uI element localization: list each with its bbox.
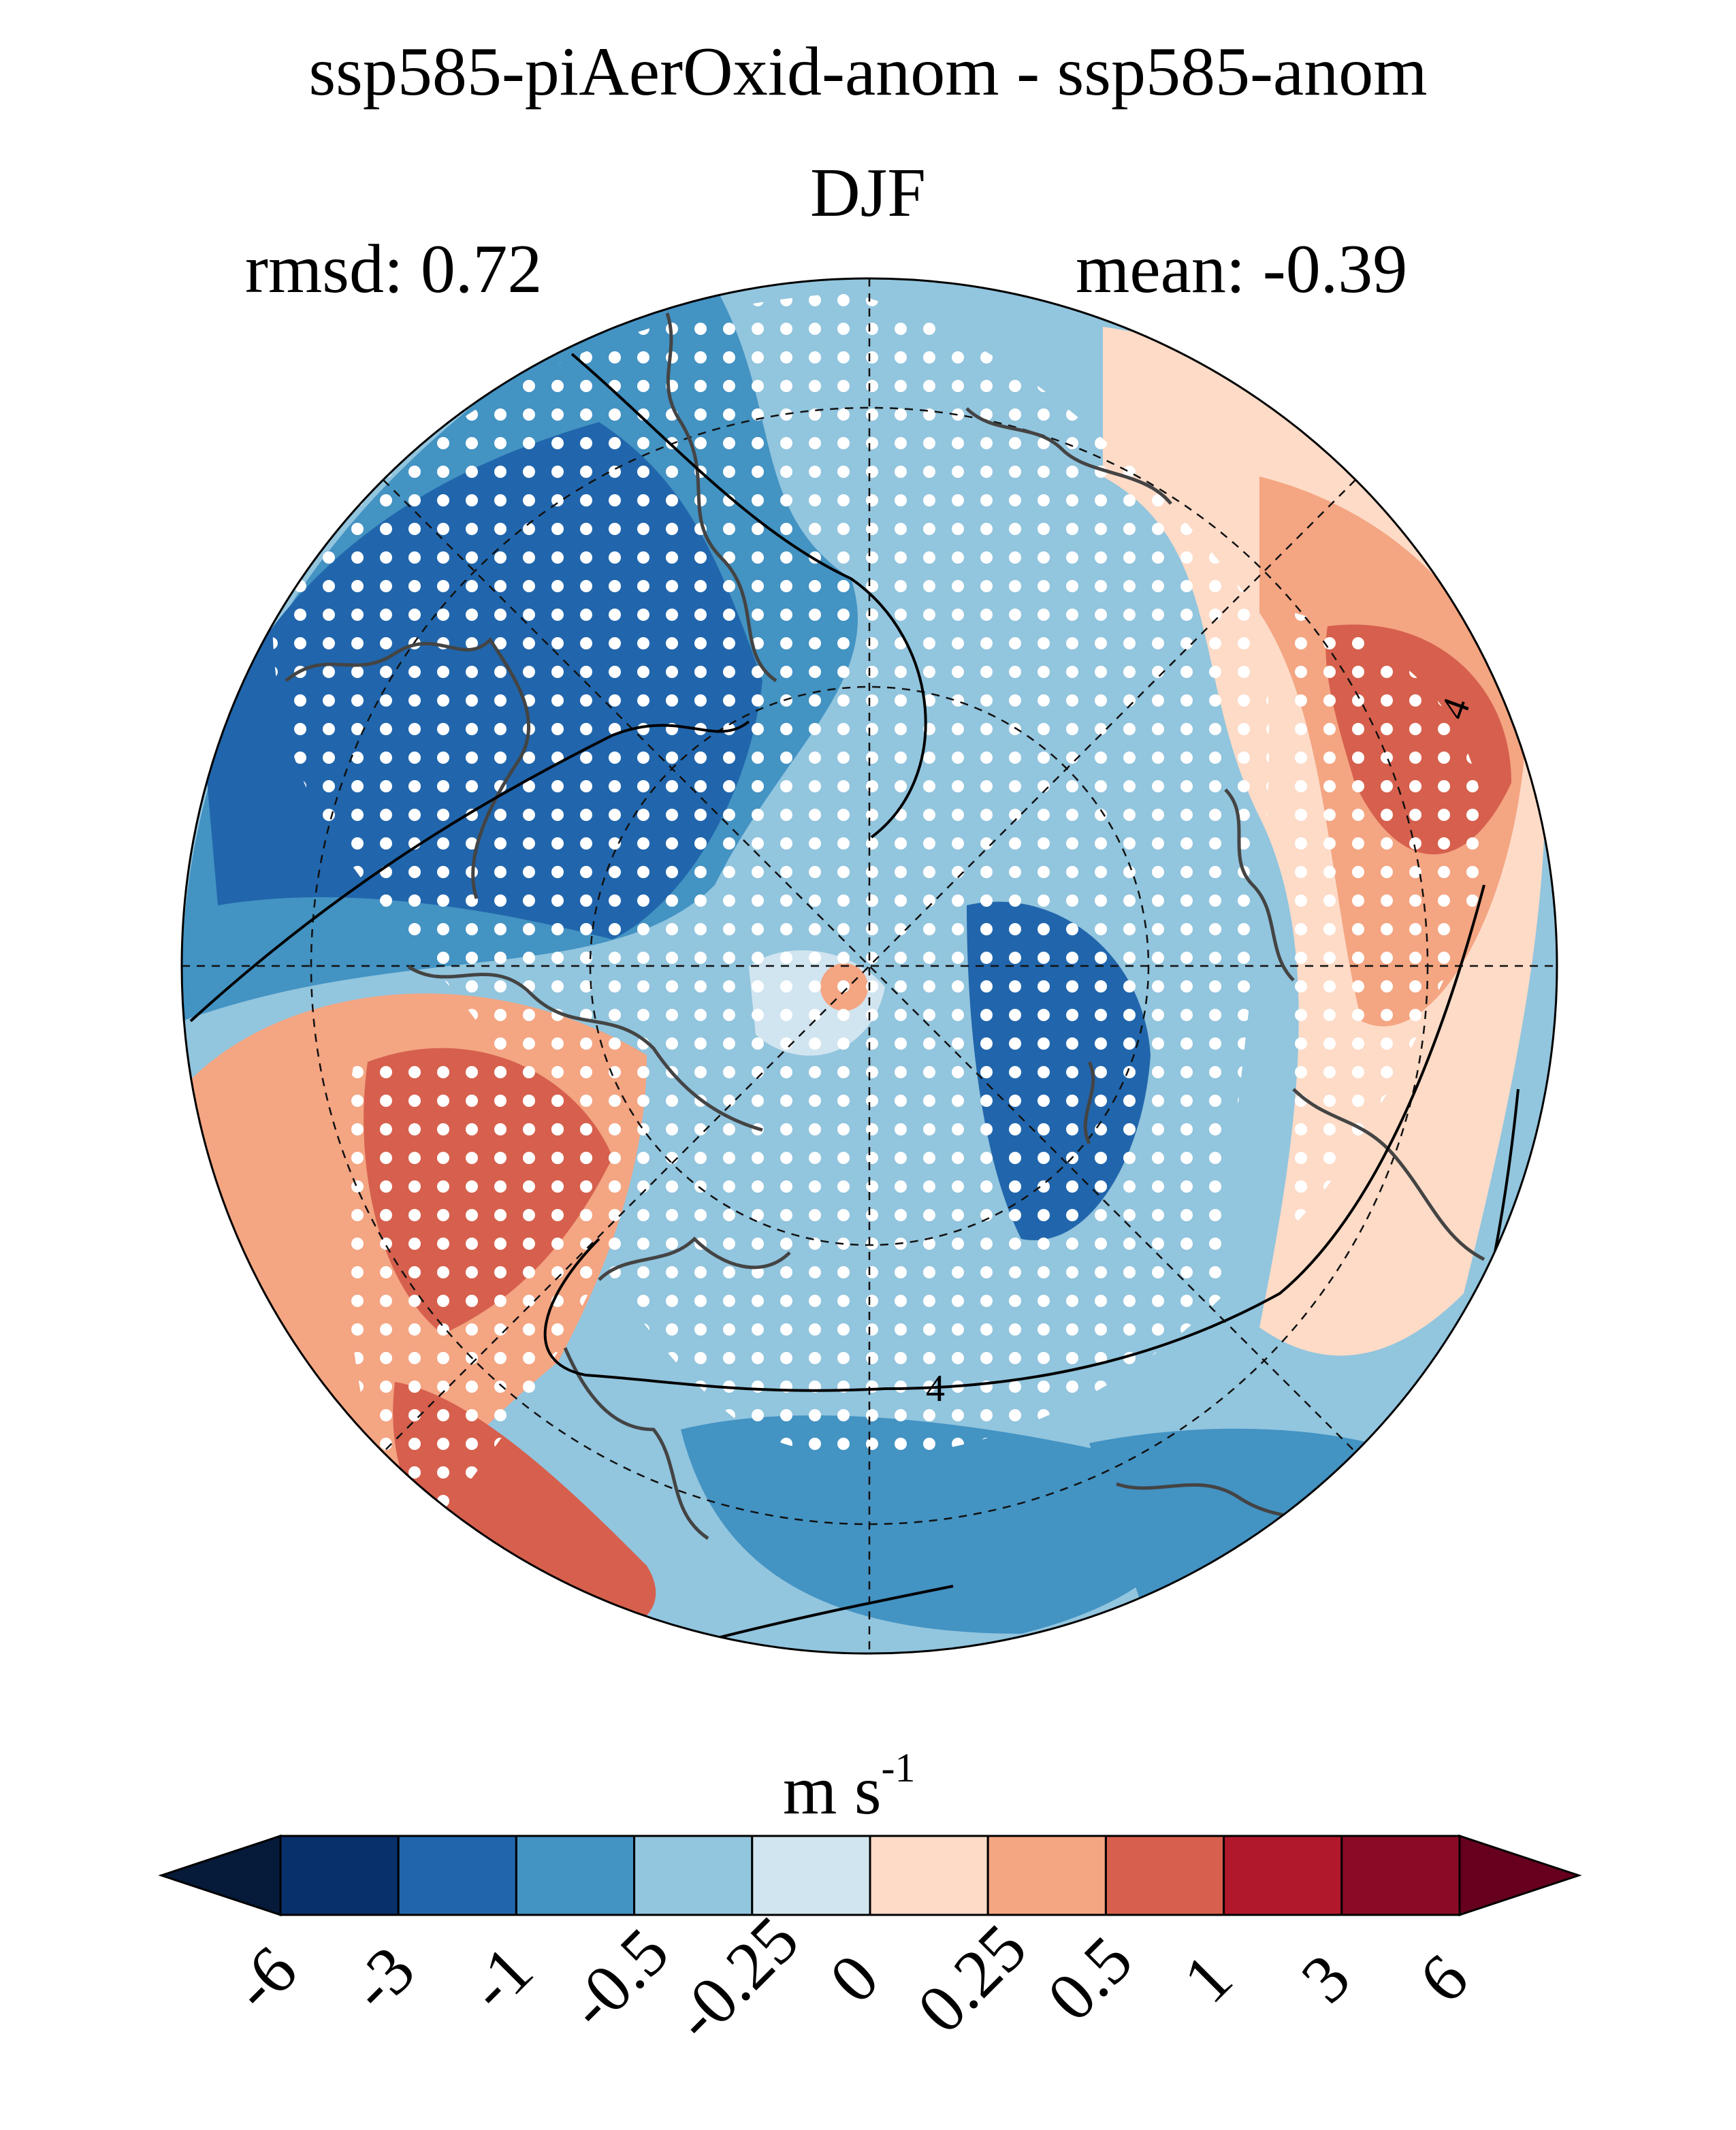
colorbar-bin [397, 1835, 517, 1916]
chart-season: DJF [809, 155, 927, 231]
map-border [180, 277, 1558, 1655]
chart-title: ssp585-piAerOxid-anom - ssp585-anom [308, 33, 1428, 110]
colorbar-tick-label: 6 [1404, 1939, 1482, 2017]
colorbar-tick-label: -0.25 [659, 1901, 813, 2055]
colorbar-tick-label: 3 [1287, 1939, 1364, 2017]
colorbar-tick-label: 0 [815, 1939, 893, 2017]
rmsd-label: rmsd: 0.72 [245, 231, 543, 308]
colorbar-bin [1223, 1835, 1343, 1916]
colorbar-tick-label: -6 [218, 1932, 311, 2025]
colorbar-bin [869, 1835, 989, 1916]
colorbar-unit: m s-1 [783, 1745, 916, 1829]
colorbar-tick-label: -3 [336, 1932, 429, 2025]
colorbar-bin [279, 1835, 400, 1916]
colorbar-tick-label: 1 [1169, 1939, 1247, 2017]
colorbar-tick-label: -1 [453, 1932, 547, 2025]
colorbar-tick-label: -0.5 [553, 1914, 683, 2043]
colorbar-over-triangle [1458, 1834, 1582, 1917]
colorbar-bin [986, 1835, 1107, 1916]
colorbar-under-triangle [158, 1834, 282, 1917]
colorbar-bin [751, 1835, 871, 1916]
contour-label: 4 [926, 1368, 945, 1410]
mean-label: mean: -0.39 [1076, 231, 1408, 308]
colorbar-tick-label: 0.25 [903, 1909, 1040, 2047]
colorbar-bin [1104, 1835, 1225, 1916]
colorbar: -6 -3 -1 -0.5-0.25 0 0.250.5 1 3 6 [158, 1834, 1582, 2055]
colorbar-bin [1340, 1835, 1461, 1916]
colorbar-bin [633, 1835, 754, 1916]
colorbar-tick-label: 0.5 [1033, 1922, 1146, 2035]
map-fill [182, 278, 1557, 1653]
colorbar-bin [515, 1835, 636, 1916]
